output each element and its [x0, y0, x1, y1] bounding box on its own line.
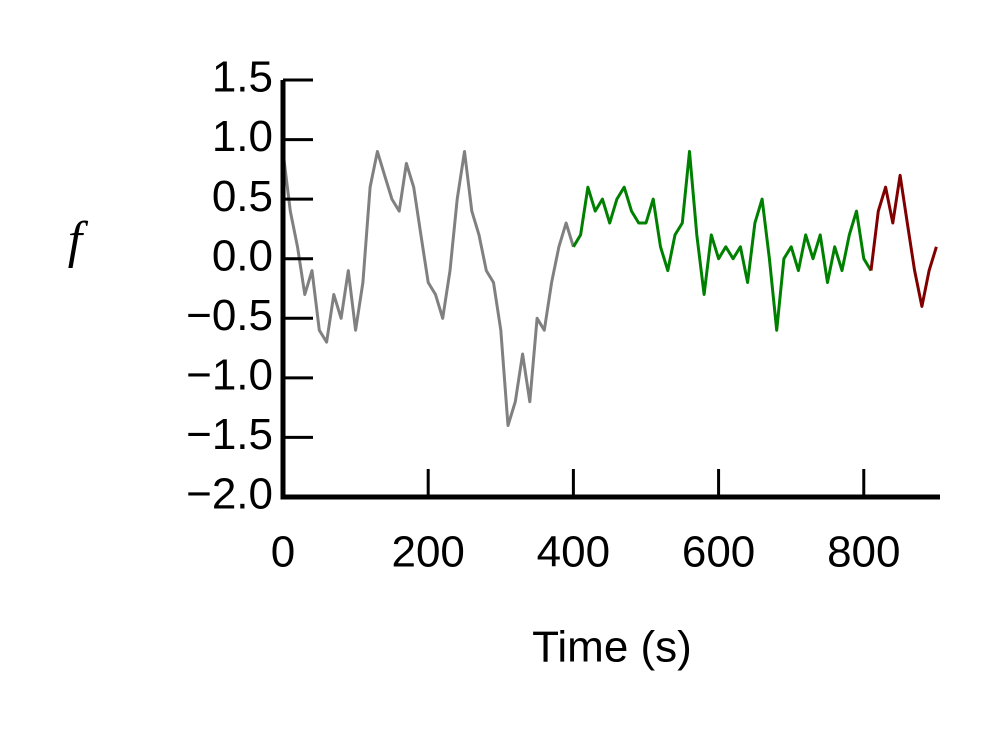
- y-tick-label: 1.5: [212, 53, 273, 102]
- y-tick-label: 0.0: [212, 231, 273, 280]
- y-tick-label: −1.5: [186, 410, 273, 459]
- y-tick-label: −1.0: [186, 350, 273, 399]
- y-tick-label: −2.0: [186, 470, 273, 519]
- x-axis-label: Time (s): [532, 623, 692, 672]
- x-tick-label: 0: [271, 528, 295, 577]
- data-line: [281, 150, 575, 427]
- y-tick-label: −0.5: [186, 291, 273, 340]
- y-axis-label: f: [68, 212, 89, 269]
- y-tick-label: 0.5: [212, 172, 273, 221]
- data-line: [869, 173, 938, 308]
- data-line: [572, 150, 873, 332]
- y-tick-label: 1.0: [212, 112, 273, 161]
- x-tick-label: 200: [391, 528, 464, 577]
- x-tick-label: 400: [537, 528, 610, 577]
- x-tick-label: 800: [827, 528, 900, 577]
- x-tick-label: 600: [682, 528, 755, 577]
